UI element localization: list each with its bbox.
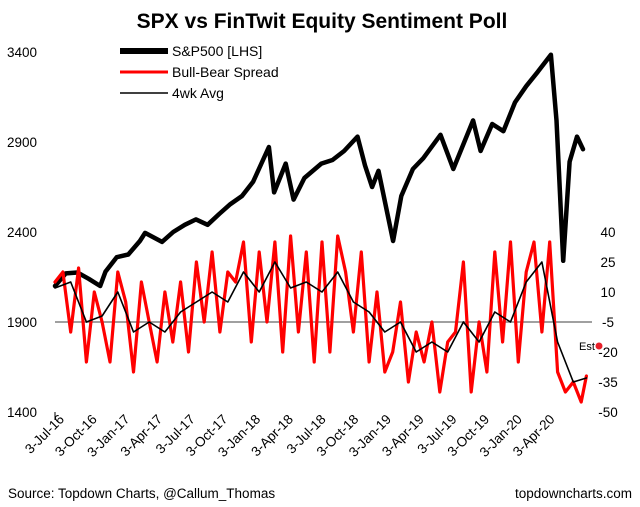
left-tick-label: 2400 [7,225,37,240]
right-tick-label: 10 [600,285,615,300]
x-axis: 3-Jul-163-Oct-163-Jan-173-Apr-173-Jul-17… [22,412,558,460]
right-tick-label: -50 [598,405,618,420]
est-annotation: Est [579,341,603,353]
left-tick-label: 2900 [7,135,37,150]
right-tick-label: -20 [598,345,618,360]
legend-label-sp500: S&P500 [LHS] [172,43,262,59]
legend-label-4wk-avg: 4wk Avg [172,85,224,101]
brand-text: topdowncharts.com [515,486,632,501]
right-tick-label: 40 [600,225,615,240]
legend-label-bull-bear: Bull-Bear Spread [172,64,279,80]
right-tick-label: -35 [598,375,618,390]
series-4wk-avg-line [54,261,588,383]
right-tick-label: -5 [602,315,614,330]
chart-title: SPX vs FinTwit Equity Sentiment Poll [137,10,508,33]
source-text: Source: Topdown Charts, @Callum_Thomas [8,486,275,501]
plot-area [52,52,589,404]
est-label: Est [579,341,595,353]
series-sp500-line [52,52,586,289]
left-tick-label: 1900 [7,315,37,330]
right-axis: 40 25 10 -5 -20 -35 -50 [598,225,618,420]
right-tick-label: 25 [600,255,615,270]
series-bull-bear-line [53,234,589,404]
legend: S&P500 [LHS] Bull-Bear Spread 4wk Avg [120,43,279,101]
left-tick-label: 3400 [7,45,37,60]
left-tick-label: 1400 [7,405,37,420]
est-marker [595,342,603,350]
left-axis: 3400 2900 2400 1900 1400 [7,45,37,420]
